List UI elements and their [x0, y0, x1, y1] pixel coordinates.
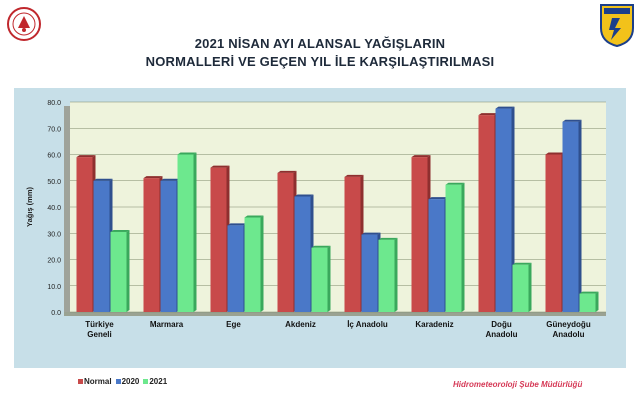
bar-normal [478, 115, 495, 312]
bar-2021 [244, 217, 261, 312]
bar-top-2021 [177, 152, 197, 155]
bar-2020 [428, 199, 445, 312]
meteoroloji-shield-icon [600, 4, 634, 48]
bar-2021 [177, 154, 194, 312]
y-tick-label: 20.0 [47, 258, 61, 265]
bar-2020 [227, 225, 244, 312]
bar-normal [76, 157, 93, 312]
plot-side-wall [64, 106, 70, 316]
bar-top-2020 [495, 106, 515, 109]
bar-2020 [495, 108, 512, 312]
bar-top-normal [344, 174, 364, 177]
y-tick-label: 30.0 [47, 231, 61, 238]
bar-2020 [93, 180, 110, 312]
y-tick-label: 80.0 [47, 100, 61, 107]
y-tick-label: 70.0 [47, 126, 61, 133]
bar-normal [277, 172, 294, 312]
bar-2020 [294, 196, 311, 312]
x-tick-label: Akdeniz [285, 320, 316, 329]
plot-floor [64, 312, 606, 316]
bar-normal [545, 154, 562, 312]
bar-2021 [579, 293, 596, 312]
bar-2020 [562, 121, 579, 312]
bar-2021 [445, 184, 462, 312]
bar-normal [344, 176, 361, 312]
bar-top-normal [545, 152, 565, 155]
y-tick-label: 10.0 [47, 284, 61, 291]
bar-side-2021 [528, 262, 532, 312]
bar-top-2021 [311, 245, 331, 248]
legend-swatch [143, 379, 149, 384]
bar-top-2020 [428, 197, 448, 200]
bar-top-2021 [512, 262, 532, 265]
bar-top-normal [143, 176, 163, 179]
x-tick-label: Karadeniz [415, 320, 453, 329]
legend-swatch [115, 379, 121, 384]
bar-side-2021 [126, 229, 130, 312]
legend-swatch [78, 379, 83, 384]
bar-top-2020 [562, 119, 582, 122]
x-tick-label: Anadolu [486, 330, 518, 339]
y-tick-label: 0.0 [51, 310, 61, 317]
bar-side-2021 [327, 245, 331, 312]
bar-top-2021 [445, 182, 465, 185]
bar-2021 [311, 247, 328, 312]
x-tick-label: Anadolu [553, 330, 585, 339]
legend-label: Normal [84, 377, 112, 386]
bar-2021 [110, 231, 127, 312]
ministry-emblem-icon [7, 7, 41, 41]
y-tick-label: 60.0 [47, 153, 61, 160]
bar-top-normal [76, 155, 96, 158]
bar-top-2021 [244, 215, 264, 218]
bar-top-2020 [93, 178, 113, 181]
chart-title-line-2: NORMALLERİ VE GEÇEN YIL İLE KARŞILAŞTIRI… [145, 54, 495, 69]
bar-side-2021 [461, 182, 465, 312]
bar-side-2021 [193, 152, 197, 312]
bar-side-2021 [595, 291, 599, 312]
bar-2021 [512, 264, 529, 312]
x-tick-label: Marmara [150, 320, 184, 329]
bar-side-2020 [578, 119, 582, 312]
bar-side-2020 [511, 106, 515, 312]
bar-top-normal [411, 155, 431, 158]
chart-title-line-1: 2021 NİSAN AYI ALANSAL YAĞIŞLARIN [194, 36, 446, 51]
bar-top-2021 [579, 291, 599, 294]
bar-side-2021 [394, 237, 398, 312]
legend-label: 2020 [121, 377, 140, 386]
bar-top-normal [277, 170, 297, 173]
legend-item: 2021 [143, 377, 167, 386]
x-tick-label: Geneli [87, 330, 111, 339]
legend-item: Normal [78, 377, 112, 386]
bar-top-2020 [227, 223, 247, 226]
y-tick-label: 50.0 [47, 179, 61, 186]
bar-2021 [378, 239, 395, 312]
legend-label: 2021 [149, 377, 168, 386]
chart-legend: Normal 2020 2021 [78, 377, 167, 386]
bar-2020 [160, 180, 177, 312]
x-tick-label: Türkiye [85, 320, 114, 329]
footer-credit: Hidrometeoroloji Şube Müdürlüğü [453, 380, 583, 389]
legend-item: 2020 [115, 377, 140, 386]
bar-normal [411, 157, 428, 312]
bar-normal [210, 167, 227, 312]
bar-side-2021 [260, 215, 264, 312]
bar-top-2021 [110, 229, 130, 232]
x-tick-label: Güneydoğu [546, 320, 591, 329]
x-tick-label: Doğu [491, 320, 512, 329]
x-tick-label: İç Anadolu [347, 320, 388, 329]
y-axis-label: Yağış (mm) [25, 186, 34, 227]
bar-top-normal [478, 113, 498, 116]
bar-top-2021 [378, 237, 398, 240]
bar-top-2020 [160, 178, 180, 181]
bar-top-normal [210, 165, 230, 168]
bar-top-2020 [294, 194, 314, 197]
bar-2020 [361, 234, 378, 312]
bar-top-2020 [361, 232, 381, 235]
x-tick-label: Ege [226, 320, 241, 329]
y-tick-label: 40.0 [47, 205, 61, 212]
bar-normal [143, 178, 160, 312]
